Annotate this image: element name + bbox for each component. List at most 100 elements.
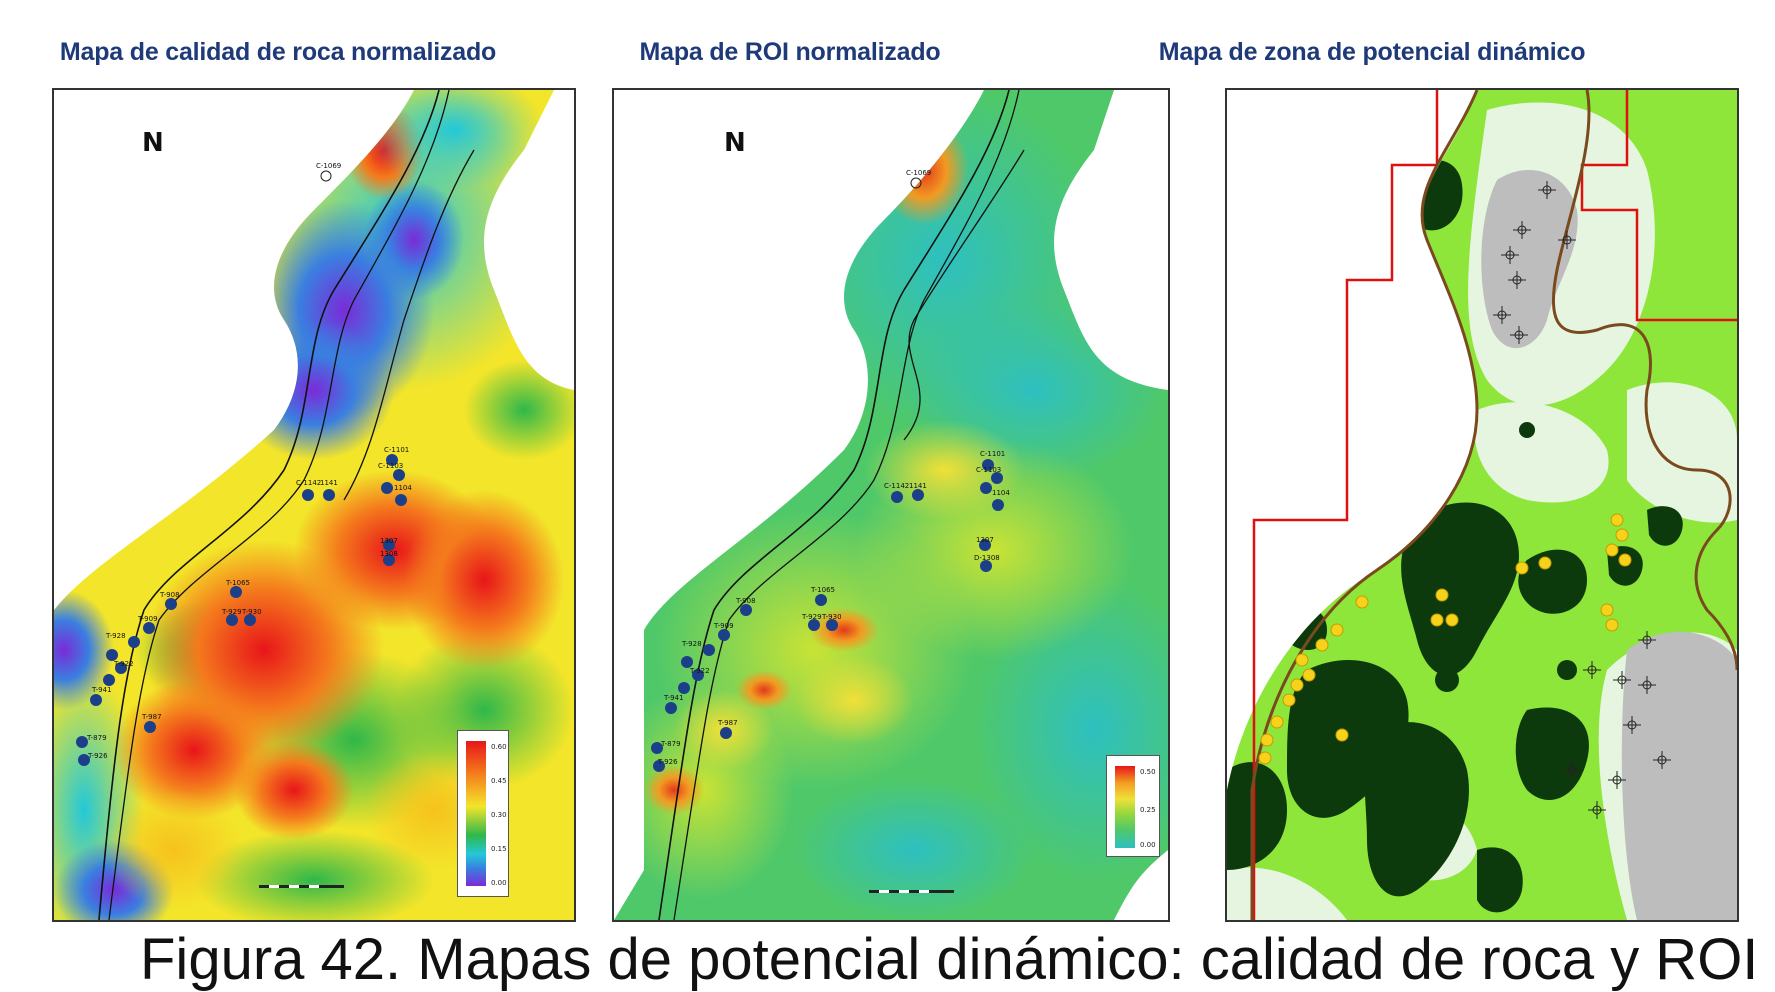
well-t941[interactable] [90,694,102,706]
label-t929: T-929 [801,613,822,621]
well-c1142[interactable] [302,489,314,501]
well-t926[interactable] [653,760,665,772]
well-t1065[interactable] [815,594,827,606]
label-t928: T-928 [105,632,126,640]
legend-tick: 0.25 [1140,806,1156,814]
label-1141: 1141 [320,479,338,487]
well-t929[interactable] [226,614,238,626]
well-1308[interactable] [383,554,395,566]
roi-map[interactable]: C-1069 C-1142 1141 C-1101 C-1103 1104 13… [614,90,1168,920]
well-t922a[interactable] [681,656,693,668]
scale-bar [259,885,344,888]
label-t987: T-987 [717,719,738,727]
well-t987[interactable] [720,727,732,739]
well-1104a[interactable] [381,482,393,494]
label-t908: T-908 [159,591,180,599]
label-1104: 1104 [394,484,412,492]
well-c1142[interactable] [891,491,903,503]
well-t922b[interactable] [103,674,115,686]
well-1307[interactable] [383,539,395,551]
label-c1142: C-1142 [296,479,321,487]
roi-map-panel[interactable]: C-1069 C-1142 1141 C-1101 C-1103 1104 13… [612,88,1170,922]
legend-tick: 0.00 [491,879,507,887]
well-1141[interactable] [912,489,924,501]
well-t879[interactable] [651,742,663,754]
panel-2-title: Mapa de ROI normalizado [639,38,941,66]
well-1104[interactable] [395,494,407,506]
well-t922[interactable] [692,669,704,681]
legend-tick: 0.15 [491,845,507,853]
label-c1103: C-1103 [976,466,1001,474]
well-t928[interactable] [128,636,140,648]
label-t930: T-930 [821,613,842,621]
well-1307[interactable] [979,539,991,551]
label-t879: T-879 [660,740,681,748]
label-t1065: T-1065 [225,579,250,587]
well-t928[interactable] [703,644,715,656]
well-t929[interactable] [808,619,820,631]
well-1104[interactable] [992,499,1004,511]
dynamic-potential-map[interactable] [1227,90,1737,920]
label-t929: T-929 [221,608,242,616]
well-t908[interactable] [740,604,752,616]
label-1307: 1307 [976,536,994,544]
well-t908[interactable] [165,598,177,610]
well-1308[interactable] [980,560,992,572]
dynamic-potential-map-panel[interactable] [1225,88,1739,922]
legend-tick: 0.45 [491,777,507,785]
well-t930[interactable] [244,614,256,626]
well-c1101[interactable] [386,454,398,466]
well-t909[interactable] [143,622,155,634]
label-t928: T-928 [681,640,702,648]
well-c1069[interactable] [910,177,922,189]
label-t922: T-922 [113,660,134,668]
well-t1065[interactable] [230,586,242,598]
figure-caption: Figura 42. Mapas de potencial dinámico: … [140,927,1759,992]
label-t922: T-922 [689,667,710,675]
rock-quality-legend: 0.60 0.45 0.30 0.15 0.00 [457,730,509,897]
well-c1103[interactable] [393,469,405,481]
label-1141: 1141 [909,482,927,490]
well-t922[interactable] [115,662,127,674]
label-c1142: C-1142 [884,482,909,490]
well-t909[interactable] [718,629,730,641]
north-arrow: N [724,128,746,158]
well-t930[interactable] [826,619,838,631]
well-c1101[interactable] [982,459,994,471]
label-t909: T-909 [713,622,734,630]
rock-quality-map-panel[interactable]: C-1069 C-1142 1141 C-1101 C-1103 1104 13… [52,88,576,922]
well-c1103[interactable] [991,472,1003,484]
label-t926: T-926 [87,752,108,760]
label-1308: 1308 [380,550,398,558]
well-1141[interactable] [323,489,335,501]
legend-tick: 0.00 [1140,841,1156,849]
label-c1101: C-1101 [384,446,409,454]
label-c1101: C-1101 [980,450,1005,458]
well-t941[interactable] [665,702,677,714]
panel-3-title: Mapa de zona de potencial dinámico [1158,38,1586,66]
well-1104a[interactable] [980,482,992,494]
legend-tick: 0.60 [491,743,507,751]
label-1308: D-1308 [974,554,1000,562]
well-t922a[interactable] [106,649,118,661]
well-c1069[interactable] [320,170,332,182]
panel-1-title: Mapa de calidad de roca normalizado [59,38,497,66]
north-arrow: N [142,128,164,158]
label-t908: T-908 [735,597,756,605]
label-1307: 1307 [380,537,398,545]
label-t1065: T-1065 [810,586,835,594]
label-t879: T-879 [86,734,107,742]
label-t941: T-941 [663,694,684,702]
well-t926[interactable] [78,754,90,766]
well-t879[interactable] [76,736,88,748]
label-t909: T-909 [137,615,158,623]
label-c1103: C-1103 [378,462,403,470]
roi-legend: 0.50 0.25 0.00 [1106,755,1160,857]
label-t926: T-926 [657,758,678,766]
well-t922b[interactable] [678,682,690,694]
legend-tick: 0.50 [1140,768,1156,776]
rock-quality-map[interactable]: C-1069 C-1142 1141 C-1101 C-1103 1104 13… [54,90,574,920]
label-c1069: C-1069 [906,169,931,177]
scale-bar [869,890,954,893]
well-t987[interactable] [144,721,156,733]
